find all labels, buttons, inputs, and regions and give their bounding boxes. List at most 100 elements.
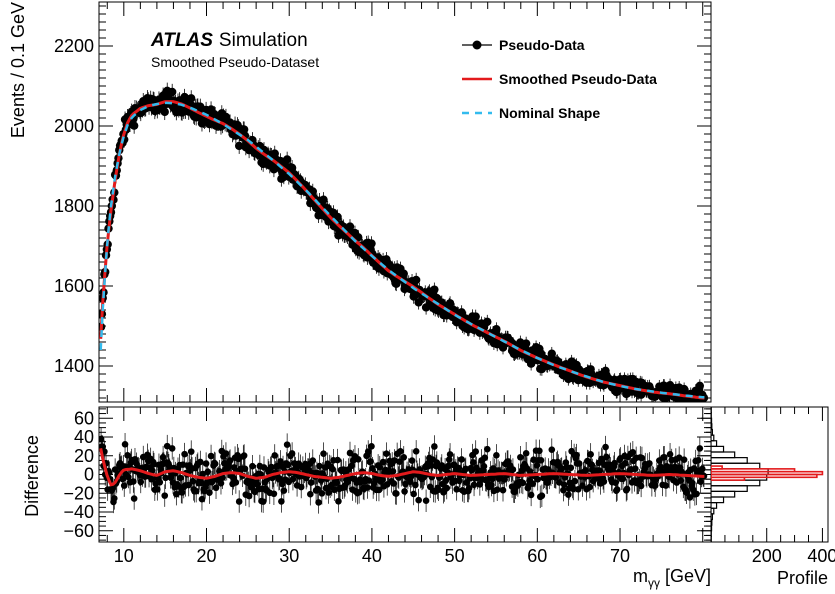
pseudo-data-point bbox=[367, 239, 376, 248]
difference-point bbox=[154, 486, 161, 493]
difference-point bbox=[271, 452, 279, 459]
difference-point bbox=[603, 453, 610, 461]
difference-point bbox=[536, 447, 543, 455]
main-ytick-label: 1600 bbox=[54, 276, 94, 296]
profile-data-bar bbox=[711, 451, 736, 459]
difference-point bbox=[391, 457, 398, 464]
difference-point bbox=[397, 448, 404, 455]
difference-ytick-label: −40 bbox=[63, 502, 94, 522]
difference-ytick-label: −60 bbox=[63, 521, 94, 541]
difference-point bbox=[433, 459, 441, 466]
difference-xtick-label: 30 bbox=[279, 546, 299, 566]
pseudo-data-point bbox=[679, 384, 689, 394]
difference-point bbox=[316, 462, 323, 470]
difference-point bbox=[111, 495, 118, 502]
difference-point bbox=[517, 453, 524, 461]
difference-point bbox=[309, 457, 317, 464]
difference-point bbox=[613, 486, 621, 493]
difference-point bbox=[202, 460, 210, 467]
profile-data-bar bbox=[711, 502, 718, 509]
difference-point bbox=[493, 486, 501, 494]
experiment-label: ATLAS Simulation bbox=[150, 30, 308, 51]
difference-point bbox=[522, 449, 530, 457]
difference-point bbox=[185, 481, 193, 489]
difference-point bbox=[527, 491, 535, 499]
difference-point bbox=[680, 456, 688, 463]
legend-label: Nominal Shape bbox=[499, 105, 600, 121]
difference-point bbox=[567, 464, 575, 472]
difference-point bbox=[168, 445, 176, 452]
difference-point bbox=[297, 483, 305, 491]
difference-point bbox=[192, 487, 200, 495]
main-ytick-label: 1400 bbox=[54, 356, 94, 376]
difference-point bbox=[187, 448, 195, 455]
difference-point bbox=[619, 475, 627, 483]
difference-point bbox=[315, 499, 322, 506]
difference-point bbox=[587, 451, 594, 458]
pseudo-data-point bbox=[471, 312, 480, 321]
difference-point bbox=[121, 441, 129, 448]
difference-point bbox=[400, 453, 408, 461]
difference-point bbox=[565, 491, 572, 498]
profile-data-bar bbox=[711, 445, 725, 453]
difference-point bbox=[130, 495, 138, 502]
difference-point bbox=[415, 496, 422, 504]
difference-point bbox=[148, 475, 155, 483]
profile-histograms bbox=[711, 407, 824, 542]
difference-point bbox=[453, 486, 460, 493]
difference-point bbox=[693, 490, 700, 498]
main-ylabel: Events / 0.1 GeV bbox=[8, 2, 28, 138]
legend-entry-pseudo-data: Pseudo-Data bbox=[462, 37, 585, 53]
difference-point bbox=[689, 479, 696, 487]
profile-data-bar bbox=[711, 428, 713, 436]
difference-point bbox=[314, 485, 322, 493]
difference-point bbox=[480, 463, 488, 470]
difference-point bbox=[458, 456, 465, 463]
difference-point bbox=[509, 466, 517, 473]
difference-point bbox=[538, 492, 546, 500]
difference-point bbox=[571, 477, 579, 485]
profile-axis-ticks: 200 400 bbox=[701, 407, 835, 566]
difference-point bbox=[249, 462, 256, 470]
difference-point bbox=[622, 459, 629, 467]
difference-point bbox=[368, 442, 375, 450]
difference-point bbox=[435, 486, 442, 494]
difference-points bbox=[99, 427, 708, 514]
difference-point bbox=[257, 470, 264, 478]
difference-point bbox=[472, 448, 480, 455]
difference-point bbox=[307, 479, 315, 486]
difference-point bbox=[657, 463, 665, 471]
difference-point bbox=[156, 478, 164, 486]
difference-point bbox=[575, 460, 583, 467]
difference-point bbox=[173, 490, 180, 498]
difference-xtick-label: 20 bbox=[196, 546, 216, 566]
difference-point bbox=[499, 486, 507, 494]
difference-point bbox=[150, 460, 158, 468]
difference-point bbox=[283, 441, 291, 448]
difference-point bbox=[530, 456, 537, 464]
difference-point bbox=[240, 452, 248, 459]
difference-point bbox=[288, 450, 296, 457]
pseudo-data-point bbox=[234, 141, 244, 151]
difference-point bbox=[278, 498, 285, 505]
difference-xtick-label: 60 bbox=[527, 546, 547, 566]
difference-point bbox=[602, 443, 609, 451]
difference-point bbox=[646, 460, 653, 467]
difference-point bbox=[623, 485, 631, 493]
main-ytick-label: 2200 bbox=[54, 36, 94, 56]
difference-point bbox=[431, 443, 438, 450]
main-ytick-label: 1800 bbox=[54, 196, 94, 216]
difference-xtick-label: 70 bbox=[610, 546, 630, 566]
difference-point bbox=[277, 458, 284, 465]
difference-point bbox=[462, 465, 470, 473]
profile-xtick-label: 400 bbox=[807, 546, 835, 566]
pseudo-data-point bbox=[160, 107, 169, 117]
difference-point bbox=[611, 459, 618, 467]
difference-point bbox=[161, 492, 169, 499]
pseudo-data-points bbox=[99, 82, 709, 402]
difference-point bbox=[445, 456, 453, 463]
profile-data-bar bbox=[711, 457, 748, 464]
difference-point bbox=[446, 451, 454, 458]
difference-point bbox=[666, 451, 674, 458]
nominal-curve-layer bbox=[99, 101, 705, 399]
